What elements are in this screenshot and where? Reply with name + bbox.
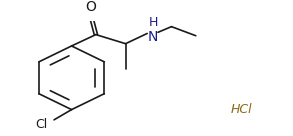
Text: N: N xyxy=(147,30,158,44)
Text: O: O xyxy=(85,0,96,14)
Text: HCl: HCl xyxy=(231,103,253,116)
Text: H: H xyxy=(149,16,159,29)
Text: Cl: Cl xyxy=(35,118,47,131)
